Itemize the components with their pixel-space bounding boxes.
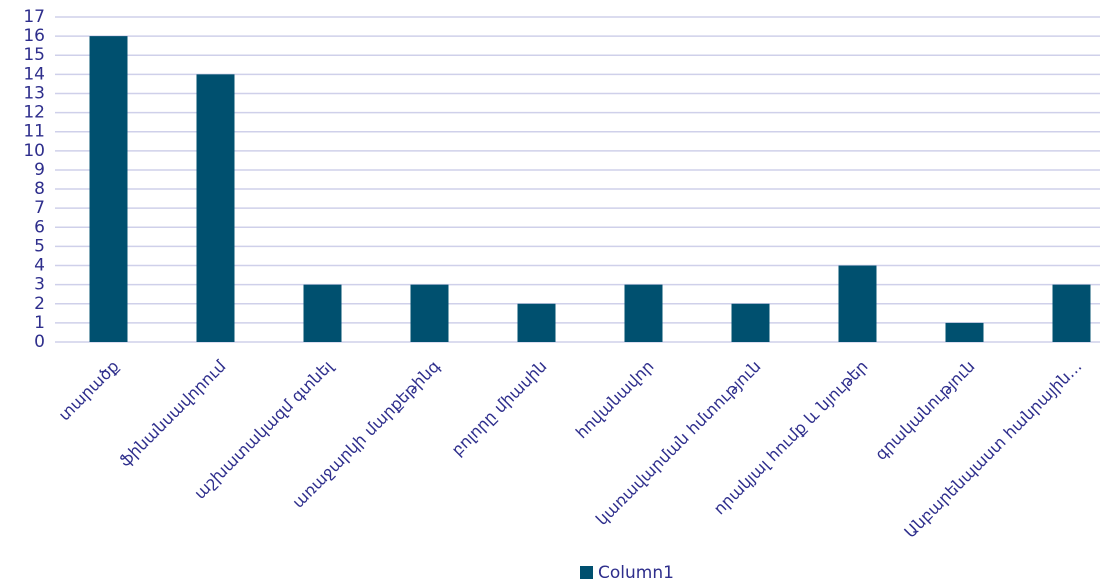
bar xyxy=(624,284,663,342)
bar xyxy=(1052,284,1091,342)
y-tick-label: 3 xyxy=(34,275,45,295)
y-tick-label: 5 xyxy=(34,236,45,256)
y-tick-label: 9 xyxy=(34,160,45,180)
y-tick-label: 8 xyxy=(34,179,45,199)
y-tick-label: 14 xyxy=(23,64,45,84)
bar xyxy=(517,303,556,342)
y-tick-label: 10 xyxy=(23,141,45,161)
y-tick-label: 17 xyxy=(23,7,45,27)
bar xyxy=(838,265,877,342)
bar xyxy=(89,36,128,342)
bar xyxy=(410,284,449,342)
y-tick-label: 13 xyxy=(23,83,45,103)
legend-swatch xyxy=(580,566,593,579)
y-tick-label: 15 xyxy=(23,45,45,65)
y-tick-label: 7 xyxy=(34,198,45,218)
y-tick-label: 1 xyxy=(34,313,45,333)
y-tick-label: 11 xyxy=(23,122,45,142)
x-tick-label: Անբարենպաստ հանրային… xyxy=(900,357,1085,542)
bar xyxy=(945,322,984,342)
y-tick-label: 16 xyxy=(23,26,45,46)
y-tick-label: 6 xyxy=(34,217,45,237)
x-tick-label: հովանավոր xyxy=(572,357,658,443)
y-tick-label: 0 xyxy=(34,332,45,352)
x-tick-label: գրականություն xyxy=(871,357,978,464)
x-tick-label: բոլորը միասին xyxy=(448,357,551,460)
legend-label: Column1 xyxy=(598,563,674,583)
y-tick-label: 12 xyxy=(23,103,45,123)
y-tick-label: 4 xyxy=(34,256,45,276)
x-tick-label: ֆինանսավորում xyxy=(115,356,230,471)
bar xyxy=(303,284,342,342)
bar xyxy=(196,74,235,343)
y-tick-label: 2 xyxy=(34,294,45,314)
x-tick-label: տարածք xyxy=(55,357,123,425)
bar xyxy=(731,303,770,342)
